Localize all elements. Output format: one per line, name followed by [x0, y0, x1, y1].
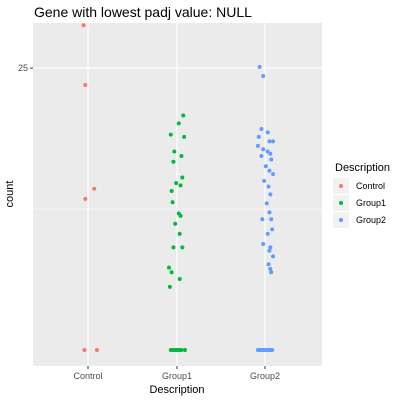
data-point-group2: [263, 164, 268, 169]
data-point-group2: [269, 270, 274, 275]
data-point-group2: [268, 192, 273, 197]
legend-label-group1: Group1: [356, 198, 386, 208]
data-point-group1: [172, 149, 177, 154]
data-point-group1: [177, 231, 182, 236]
data-point-group2: [264, 201, 269, 206]
legend-label-control: Control: [356, 181, 385, 191]
data-point-group2: [267, 210, 272, 215]
data-point-group2: [266, 262, 271, 267]
data-point-group1: [169, 189, 174, 194]
data-point-group2: [269, 217, 274, 222]
y-tick-label: 25: [18, 63, 28, 73]
axis-ticks: 25 Control Group1 Group2: [18, 63, 280, 381]
legend-swatch-control: [339, 184, 343, 188]
data-point-group2: [259, 126, 264, 131]
data-point-group2: [260, 217, 265, 222]
data-point-group1: [179, 348, 184, 352]
data-point-group1: [182, 134, 187, 139]
data-point-group2: [259, 154, 264, 159]
data-point-group1: [171, 159, 176, 164]
data-point-group1: [170, 200, 175, 205]
x-axis-title: Description: [149, 384, 204, 396]
data-point-group2: [265, 231, 270, 236]
legend-swatch-group2: [339, 218, 343, 222]
data-point-group1: [181, 113, 186, 118]
data-point-group2: [268, 245, 273, 250]
data-point-control: [94, 348, 99, 352]
data-point-group2: [268, 151, 273, 156]
data-point-group1: [171, 245, 176, 250]
data-point-group1: [180, 245, 185, 250]
data-point-group2: [266, 184, 271, 189]
data-point-group1: [177, 276, 182, 281]
data-point-group1: [180, 175, 185, 180]
data-point-group2: [261, 73, 266, 78]
y-axis-title: count: [4, 181, 16, 208]
chart-title: Gene with lowest padj value: NULL: [34, 4, 252, 20]
legend-swatch-group1: [339, 201, 343, 205]
data-point-group2: [265, 149, 270, 154]
data-point-control: [81, 23, 86, 28]
data-point-group2: [271, 172, 276, 177]
data-point-group2: [255, 143, 260, 148]
data-point-group2: [267, 139, 272, 144]
data-point-group2: [270, 348, 275, 352]
data-point-group1: [173, 221, 178, 226]
data-point-group1: [178, 183, 183, 188]
legend: Description Control Group1 Group2: [333, 162, 390, 228]
data-point-group1: [174, 181, 179, 186]
data-points: [81, 23, 276, 352]
data-point-group2: [262, 178, 267, 183]
data-point-group1: [166, 265, 171, 270]
x-tick-label: Group2: [250, 371, 280, 381]
x-tick-label: Group1: [162, 371, 192, 381]
data-point-group2: [257, 64, 262, 69]
data-point-group1: [168, 132, 173, 137]
legend-label-group2: Group2: [356, 215, 386, 225]
data-point-group1: [179, 154, 184, 159]
x-tick-label: Control: [73, 371, 102, 381]
data-point-control: [83, 83, 88, 88]
data-point-group2: [256, 134, 261, 139]
data-point-group2: [261, 242, 266, 247]
data-point-group2: [267, 248, 272, 253]
data-point-control: [92, 186, 97, 191]
data-point-group1: [167, 284, 172, 289]
data-point-group2: [261, 147, 266, 152]
data-point-group1: [183, 348, 188, 352]
data-point-group1: [178, 213, 183, 218]
grid-lines: [33, 23, 322, 366]
data-point-group1: [176, 121, 181, 126]
data-point-group2: [268, 266, 273, 271]
data-point-group2: [265, 130, 270, 135]
data-point-group2: [271, 254, 276, 259]
data-point-group2: [269, 157, 274, 162]
data-point-group2: [270, 227, 275, 232]
data-point-group2: [267, 168, 272, 173]
legend-title: Description: [335, 162, 390, 174]
data-point-control: [83, 196, 88, 201]
data-point-group2: [271, 139, 276, 144]
data-point-group1: [169, 270, 174, 275]
data-point-control: [82, 348, 87, 352]
